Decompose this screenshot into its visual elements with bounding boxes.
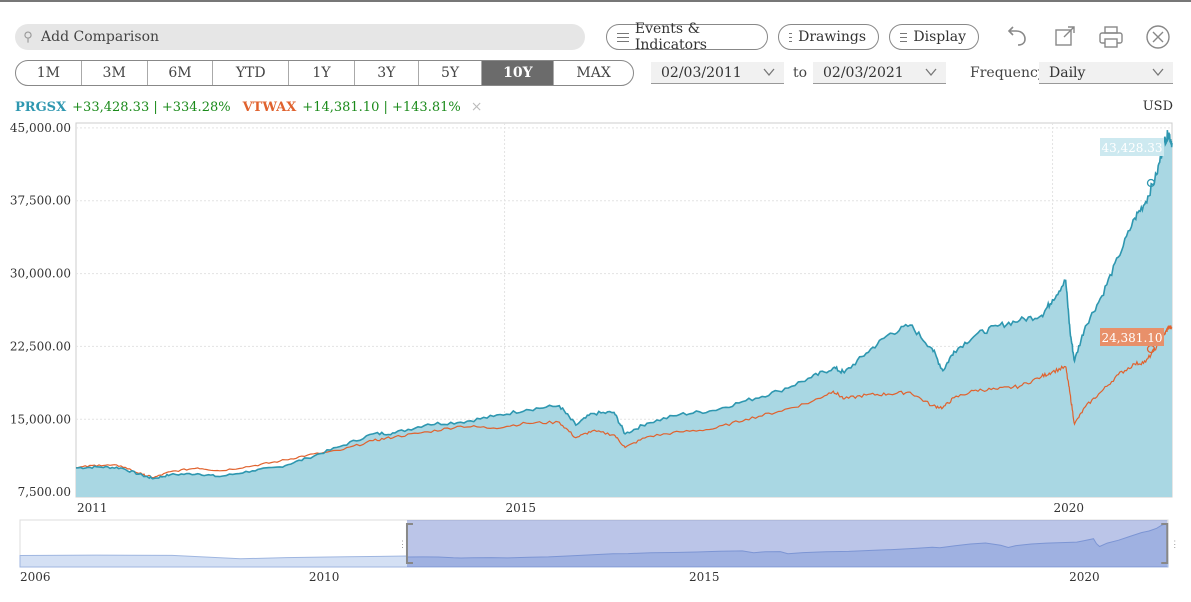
menu-icon <box>900 30 908 45</box>
export-icon[interactable] <box>1050 22 1080 52</box>
display-label: Display <box>913 29 966 45</box>
frequency-select[interactable]: Daily <box>1039 62 1173 84</box>
frequency-label: Frequency <box>970 65 1046 81</box>
navigator-tick-label: 2006 <box>20 570 51 584</box>
prgsx-end-label: 43,428.33 <box>1101 141 1162 155</box>
legend-prgsx-ticker[interactable]: PRGSX <box>15 99 67 115</box>
display-button[interactable]: Display <box>889 24 979 50</box>
add-comparison-search[interactable]: ⚲ Add Comparison <box>15 24 585 50</box>
y-tick-label: 37,500.00 <box>10 194 71 208</box>
date-range-separator: to <box>793 65 808 81</box>
y-tick-label: 22,500.00 <box>10 339 71 353</box>
navigator-tick-label: 2015 <box>689 570 720 584</box>
navigator-right-handle[interactable] <box>1161 523 1169 564</box>
chevron-down-icon <box>763 68 775 77</box>
print-icon[interactable] <box>1096 22 1126 52</box>
chart-legend: PRGSX +33,428.33 | +334.28% VTWAX +14,38… <box>15 99 482 115</box>
navigator-selection[interactable] <box>406 520 1168 567</box>
drawings-label: Drawings <box>798 29 866 45</box>
start-date-value: 02/03/2011 <box>661 64 742 81</box>
menu-icon <box>617 30 629 45</box>
navigator-area <box>19 523 1169 568</box>
y-tick-label: 7,500.00 <box>18 485 71 499</box>
range-ytd-button[interactable]: YTD <box>213 61 290 85</box>
undo-icon[interactable] <box>1002 22 1032 52</box>
range-5y-button[interactable]: 5Y <box>419 61 483 85</box>
events-indicators-label: Events & Indicators <box>634 21 707 53</box>
start-date-select[interactable]: 02/03/2011 <box>651 62 784 84</box>
range-1m-button[interactable]: 1M <box>16 61 82 85</box>
range-3m-button[interactable]: 3M <box>82 61 148 85</box>
y-tick-label: 15,000.00 <box>10 412 71 426</box>
close-icon[interactable] <box>1143 22 1173 52</box>
x-tick-label: 2020 <box>1054 501 1085 515</box>
chevron-down-icon <box>925 68 937 77</box>
chevron-down-icon <box>1152 68 1164 77</box>
y-tick-label: 45,000.00 <box>10 121 71 135</box>
end-date-select[interactable]: 02/03/2021 <box>813 62 946 84</box>
x-tick-label: 2015 <box>506 501 537 515</box>
navigator-tick-label: 2010 <box>309 570 340 584</box>
range-max-button[interactable]: MAX <box>576 65 611 81</box>
range-3y-button[interactable]: 3Y <box>355 61 419 85</box>
navigator-tick-label: 2020 <box>1069 570 1100 584</box>
end-date-value: 02/03/2021 <box>823 64 904 81</box>
range-1y-button[interactable]: 1Y <box>289 61 355 85</box>
prgsx-end-label-box <box>1100 138 1164 156</box>
frequency-value: Daily <box>1049 64 1086 81</box>
currency-label: USD <box>1142 99 1173 114</box>
legend-vtwax-change: +14,381.10 | +143.81% <box>302 99 461 115</box>
search-icon: ⚲ <box>23 29 33 45</box>
navigator-left-handle[interactable] <box>405 523 413 564</box>
vtwax-end-label-box <box>1100 328 1164 346</box>
range-selector: 1M 3M 6M YTD 1Y 3Y 5Y 10Y MAX <box>15 60 634 86</box>
legend-prgsx-change: +33,428.33 | +334.28% <box>72 99 231 115</box>
drawings-button[interactable]: Drawings <box>778 24 879 50</box>
menu-icon <box>789 30 793 45</box>
vtwax-end-label: 24,381.10 <box>1101 331 1162 345</box>
navigator-grip-icon[interactable]: ⋮ <box>1170 540 1179 550</box>
remove-comparison-icon[interactable]: × <box>470 99 483 115</box>
range-6m-button[interactable]: 6M <box>148 61 214 85</box>
prgsx-area <box>76 130 1172 497</box>
navigator-grip-icon[interactable]: ⋮ <box>398 540 407 550</box>
range-10y-button[interactable]: 10Y <box>482 61 555 85</box>
vtwax-series-line[interactable] <box>75 324 1173 479</box>
prgsx-marker <box>1146 178 1156 188</box>
prgsx-series-line[interactable] <box>75 130 1173 480</box>
x-tick-label: 2011 <box>77 501 108 515</box>
events-indicators-button[interactable]: Events & Indicators <box>606 21 768 53</box>
search-placeholder: Add Comparison <box>41 29 160 45</box>
legend-vtwax-ticker[interactable]: VTWAX <box>242 99 297 115</box>
y-tick-label: 30,000.00 <box>10 267 71 281</box>
